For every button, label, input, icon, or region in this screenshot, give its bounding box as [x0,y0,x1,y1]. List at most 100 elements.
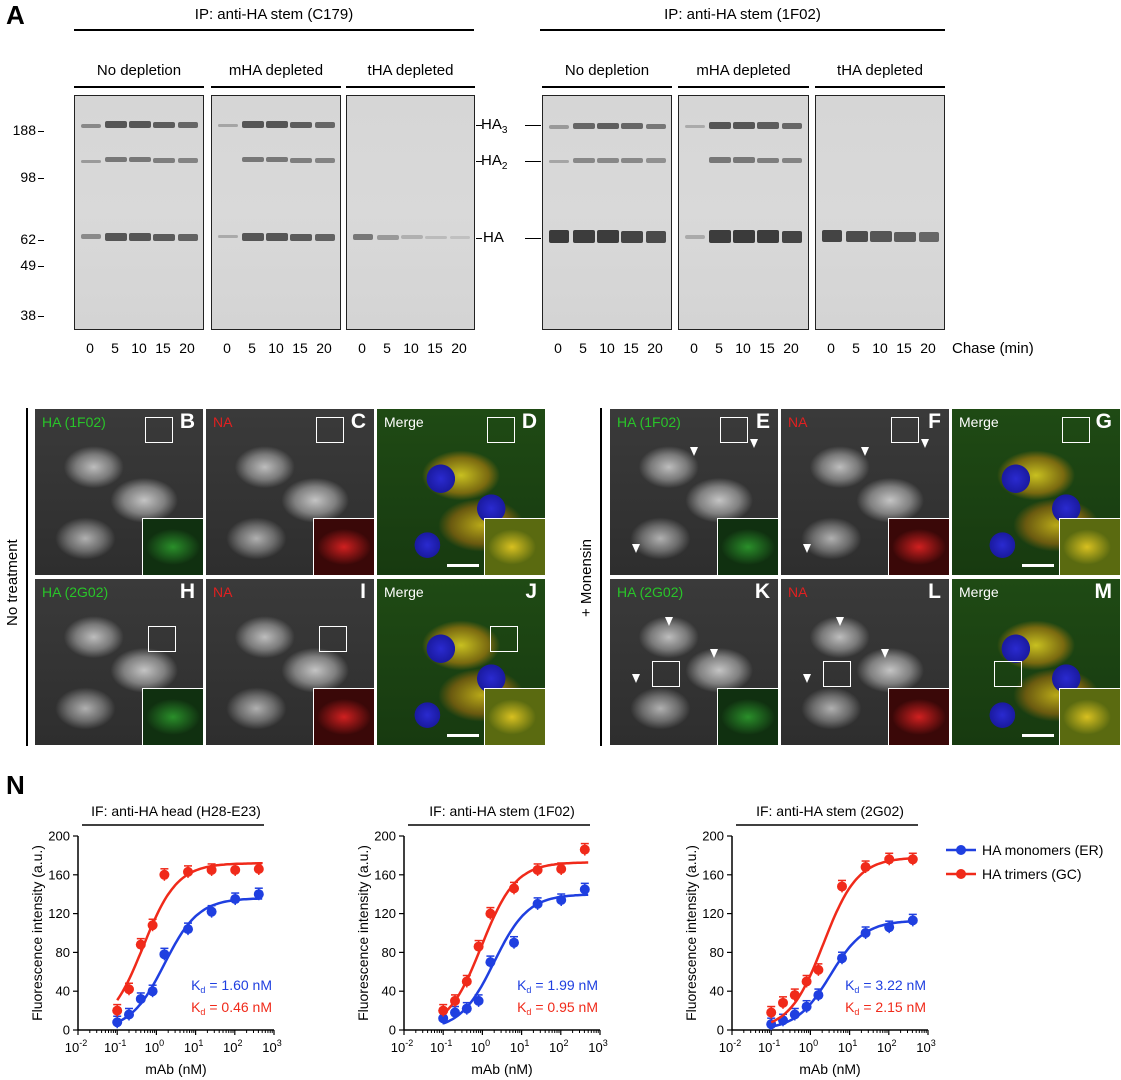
micrograph-panel-b: HA (1F02) B [34,408,204,576]
data-point [532,864,543,875]
zoom-region-box [891,417,919,443]
kd-symbol: K [845,999,855,1015]
x-tick-exponent: -1 [444,1038,452,1048]
zoom-region-box [148,626,176,652]
group-label: mHA depleted [696,62,791,79]
channel-label: NA [213,584,233,600]
y-tick-label: 200 [48,829,70,844]
x-tick-base: 10 [65,1040,79,1055]
kd-symbol: K [517,999,527,1015]
lane-label: 0 [827,340,835,356]
lane-label: 5 [715,340,723,356]
micrograph-panel-g: Merge G [951,408,1121,576]
lane-label: 5 [383,340,391,356]
lane-label: 20 [179,340,195,356]
panel-letter-n: N [6,770,25,800]
x-tick-label: 102 [223,1038,242,1055]
kd-equals: = [531,977,547,993]
data-point [438,1013,449,1024]
x-tick-label: 103 [262,1038,281,1055]
x-tick-base: 10 [430,1040,444,1055]
micrograph-panel-f: NA F [780,408,950,576]
chart-title: IF: anti-HA stem (2G02) [756,803,904,819]
x-tick-label: 10-2 [391,1038,413,1055]
band-label-ha: HA [483,229,504,246]
lane-label: 20 [451,340,467,356]
y-axis-label: Fluorescence intensity (a.u.) [683,845,699,1021]
x-tick-exponent: 3 [931,1038,936,1048]
chart-title: IF: anti-HA stem (1F02) [429,803,574,819]
lane-label: 10 [599,340,615,356]
zoom-region-box [316,417,344,443]
lane-label: 15 [292,340,308,356]
group-line [346,86,475,88]
zoom-inset [888,688,949,745]
panel-letter: L [928,580,941,603]
lane-label: 0 [223,340,231,356]
lane-label: 20 [783,340,799,356]
y-tick-label: 40 [382,984,396,999]
data-point [112,1005,123,1016]
channel-label: HA (2G02) [617,584,684,600]
arrowhead-icon [665,617,673,626]
zoom-inset [717,518,778,575]
group-line [678,86,809,88]
band-tick [476,238,482,240]
y-tick-label: 160 [702,867,724,882]
data-point [461,1003,472,1014]
y-tick-label: 80 [56,945,70,960]
zoom-region-box [994,661,1022,687]
micrograph-panel-i: NA I [205,578,375,746]
data-point [556,863,567,874]
gel-c179-tha-depleted [346,95,475,330]
channel-label: NA [788,414,808,430]
data-point [556,895,567,906]
kd-value: 2.15 nM [875,999,926,1015]
y-tick-label: 80 [382,945,396,960]
data-point [907,915,918,926]
lane-label: 10 [735,340,751,356]
data-point [884,922,895,933]
side-label-monensin: + Monensin [578,539,595,617]
arrowhead-icon [803,544,811,553]
data-point [159,949,170,960]
data-point [485,957,496,968]
data-point [253,889,264,900]
data-point [450,1007,461,1018]
binding-chart-1: IF: anti-HA head (H28-E23)04080120160200… [29,803,282,1077]
side-label-no-treatment: No treatment [4,539,21,626]
lane-label: 0 [554,340,562,356]
x-axis-label: mAb (nM) [471,1061,532,1077]
legend-marker-monomer [956,845,966,855]
x-tick-base: 10 [549,1040,563,1055]
data-point [461,976,472,987]
x-tick-base: 10 [916,1040,930,1055]
y-axis-label: Fluorescence intensity (a.u.) [355,845,371,1021]
data-point [124,1009,135,1020]
lane-label: 20 [920,340,936,356]
legend-label-monomer: HA monomers (ER) [982,842,1103,858]
x-tick-exponent: 2 [238,1038,243,1048]
lane-label: 0 [358,340,366,356]
band-label-ha2: HA2 [481,152,508,172]
mw-tick [38,316,44,318]
lane-label: 5 [579,340,587,356]
kd-equals: = [859,999,875,1015]
data-point [813,990,824,1001]
data-point [135,993,146,1004]
channel-label: Merge [959,414,999,430]
panel-letter: F [928,410,941,433]
x-tick-base: 10 [145,1040,159,1055]
zoom-region-box [487,417,515,443]
zoom-inset [313,688,374,745]
x-tick-base: 10 [184,1040,198,1055]
x-tick-label: 10-2 [65,1038,87,1055]
lane-label: 10 [872,340,888,356]
x-tick-base: 10 [391,1040,405,1055]
x-tick-base: 10 [104,1040,118,1055]
x-tick-label: 10-1 [758,1038,780,1055]
x-tick-exponent: 0 [485,1038,490,1048]
data-point [837,953,848,964]
x-tick-exponent: -2 [733,1038,741,1048]
y-tick-label: 200 [374,829,396,844]
